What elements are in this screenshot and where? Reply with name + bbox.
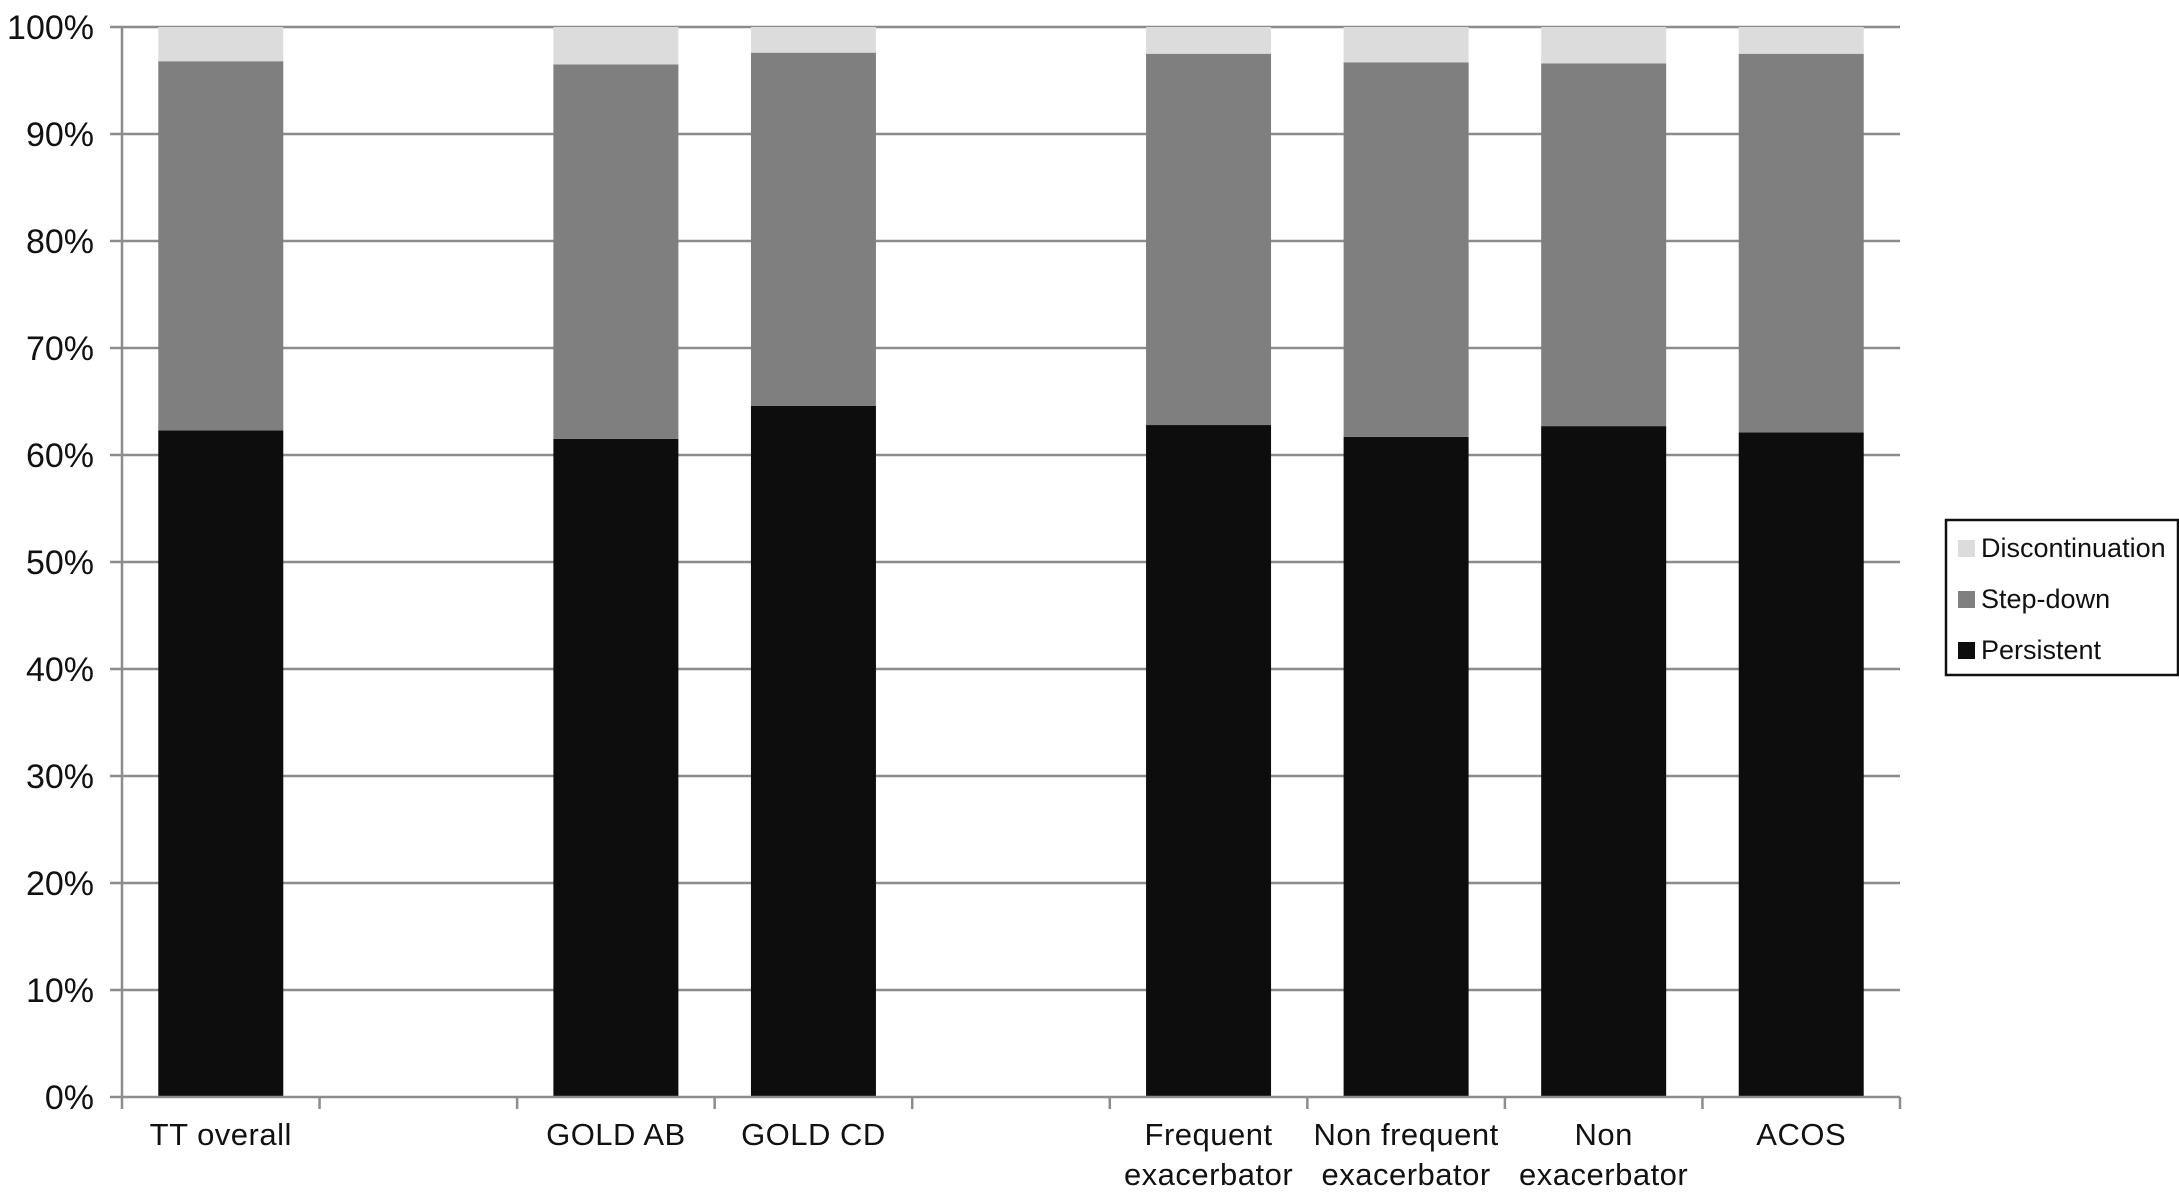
bar-segment-step-down xyxy=(158,61,284,431)
x-tick-labels: TT overall GOLD AB GOLD CD Frequent exacerba… xyxy=(150,1117,1846,1192)
bar-segment-persistent xyxy=(158,430,284,1097)
bar-segment-step-down xyxy=(1343,62,1469,437)
bar-segment-discontinuation xyxy=(1541,27,1667,64)
bar-segment-persistent xyxy=(1343,436,1469,1097)
y-tick-label: 70% xyxy=(26,330,94,368)
bar-segment-step-down xyxy=(1738,53,1864,433)
bar-segment-persistent xyxy=(1146,425,1272,1097)
y-tick-labels: 0% 10% 20% 30% 40% 50% 60% 70% 80% 90% 100% xyxy=(7,9,94,1117)
legend-label: Step-down xyxy=(1981,584,2110,614)
bar-segment-discontinuation xyxy=(750,27,876,53)
bar-segment-discontinuation xyxy=(1146,27,1272,54)
y-tick-label: 80% xyxy=(26,223,94,261)
bar-stack xyxy=(1146,27,1272,1097)
bar-stack xyxy=(1738,27,1864,1097)
bar-stack xyxy=(750,27,876,1097)
y-tick-label: 10% xyxy=(26,972,94,1010)
legend-swatch xyxy=(1958,591,1975,608)
x-tick-label: GOLD CD xyxy=(741,1117,886,1152)
axes xyxy=(110,25,1902,1109)
bar-stack xyxy=(1541,27,1667,1097)
y-tick-label: 50% xyxy=(26,544,94,582)
bars xyxy=(158,27,1864,1097)
bar-segment-persistent xyxy=(1541,426,1667,1097)
y-tick-label: 30% xyxy=(26,758,94,796)
y-tick-label: 40% xyxy=(26,651,94,689)
bar-segment-step-down xyxy=(553,64,679,439)
bar-segment-discontinuation xyxy=(158,27,284,62)
y-tick-label: 20% xyxy=(26,865,94,903)
x-tick-label: Frequent exacerbator xyxy=(1124,1117,1293,1192)
x-tick-label: Non exacerbator xyxy=(1519,1117,1688,1192)
legend-swatch xyxy=(1958,642,1975,659)
bar-stack xyxy=(553,27,679,1097)
legend-box xyxy=(1944,518,2179,677)
x-tick-label: ACOS xyxy=(1756,1117,1846,1152)
bar-segment-discontinuation xyxy=(1738,27,1864,54)
bar-stack xyxy=(1343,27,1469,1097)
x-tick-label: TT overall xyxy=(150,1117,292,1152)
bar-stack xyxy=(158,27,284,1097)
x-tick-label: Non frequent exacerbator xyxy=(1313,1117,1498,1192)
legend: Discontinuation Step-down Persistent xyxy=(1944,518,2179,677)
y-tick-label: 60% xyxy=(26,437,94,475)
legend-label: Discontinuation xyxy=(1981,533,2166,563)
bar-segment-step-down xyxy=(1541,63,1667,427)
legend-swatch xyxy=(1958,540,1975,557)
x-tick-label: GOLD AB xyxy=(546,1117,686,1152)
bar-segment-persistent xyxy=(553,438,679,1097)
legend-label: Persistent xyxy=(1981,635,2102,665)
y-tick-label: 100% xyxy=(7,9,94,47)
y-tick-label: 90% xyxy=(26,116,94,154)
bar-segment-persistent xyxy=(1738,432,1864,1097)
y-tick-label: 0% xyxy=(45,1079,94,1117)
bar-segment-discontinuation xyxy=(1343,27,1469,63)
bar-segment-discontinuation xyxy=(553,27,679,65)
bar-segment-step-down xyxy=(750,52,876,406)
bar-segment-step-down xyxy=(1146,53,1272,426)
bar-segment-persistent xyxy=(750,405,876,1097)
